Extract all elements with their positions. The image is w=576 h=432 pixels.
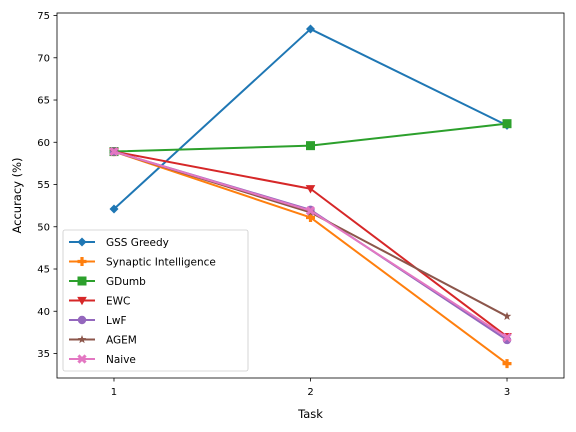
y-axis: 35 40 45 50 55 60 65 70 75 (37, 11, 57, 360)
data-point-agem-3 (502, 311, 512, 320)
legend-label: Naive (106, 354, 136, 366)
y-tick-label: 75 (37, 11, 50, 22)
x-axis-label: Task (297, 407, 323, 421)
legend-label: AGEM (106, 335, 137, 347)
legend-item-lwf: LwF (69, 315, 126, 327)
data-point-gss-greedy-2 (306, 24, 315, 34)
legend-marker-gdumb (77, 276, 87, 286)
legend: GSS Greedy Synaptic Intelligence GDumb EWC L… (62, 229, 249, 372)
y-tick-label: 60 (37, 138, 50, 149)
y-tick-label: 45 (37, 265, 50, 276)
y-tick-label: 70 (37, 53, 50, 64)
legend-marker-synaptic-intelligence (77, 257, 87, 266)
legend-frame (62, 229, 249, 372)
legend-item-ewc: EWC (69, 296, 130, 308)
x-tick-label: 1 (111, 387, 117, 398)
x-tick-label: 3 (504, 387, 510, 398)
legend-marker-agem (77, 335, 87, 344)
legend-label: GSS Greedy (106, 237, 169, 249)
y-axis-label: Accuracy (%) (10, 157, 24, 233)
legend-marker-ewc (77, 296, 87, 306)
y-tick-label: 35 (37, 349, 50, 360)
data-point-synaptic-intelligence-3 (502, 359, 512, 369)
data-point-naive-3 (502, 332, 512, 343)
legend-item-agem: AGEM (69, 335, 137, 347)
legend-item-naive: Naive (69, 354, 136, 366)
legend-label: GDumb (106, 276, 146, 288)
legend-item-gdumb: GDumb (69, 276, 146, 288)
y-tick-label: 40 (37, 307, 50, 318)
data-point-naive-1 (109, 146, 119, 157)
y-tick-label: 65 (37, 96, 50, 107)
data-point-gdumb-2 (306, 141, 315, 151)
x-axis: 1 2 3 (111, 378, 510, 398)
legend-label: EWC (106, 296, 130, 308)
legend-marker-naive (77, 354, 87, 364)
legend-marker-gss-greedy (77, 237, 87, 247)
legend-label: LwF (106, 315, 126, 327)
x-tick-label: 2 (307, 387, 313, 398)
y-tick-label: 55 (37, 180, 50, 191)
series-naive (109, 146, 512, 343)
legend-marker-lwf (77, 315, 87, 325)
data-point-synaptic-intelligence-2 (306, 212, 315, 222)
legend-label: Synaptic Intelligence (106, 257, 216, 269)
data-point-ewc-2 (305, 185, 316, 194)
legend-item-gss-greedy: GSS Greedy (69, 237, 169, 249)
data-point-gss-greedy-1 (109, 204, 119, 214)
series-layer (109, 24, 512, 369)
data-point-gdumb-3 (502, 119, 512, 129)
data-point-naive-2 (305, 206, 316, 216)
legend-item-synaptic-intelligence: Synaptic Intelligence (69, 257, 216, 269)
y-tick-label: 50 (37, 222, 50, 233)
